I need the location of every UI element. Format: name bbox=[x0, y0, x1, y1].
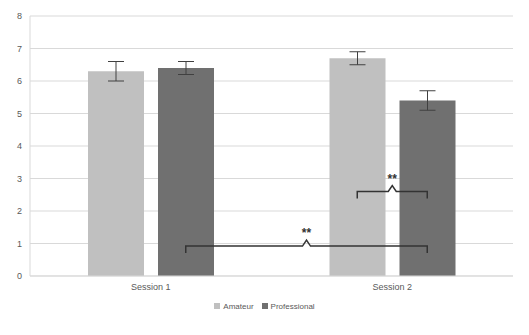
svg-text:3: 3 bbox=[17, 174, 22, 184]
svg-text:Session 1: Session 1 bbox=[131, 282, 171, 292]
svg-text:Session 2: Session 2 bbox=[372, 282, 412, 292]
html-text:Professional: Professional bbox=[270, 301, 315, 311]
svg-text:6: 6 bbox=[17, 76, 22, 86]
svg-text:7: 7 bbox=[17, 44, 22, 54]
svg-text:4: 4 bbox=[17, 141, 22, 151]
svg-text:1: 1 bbox=[17, 239, 22, 249]
svg-text:2: 2 bbox=[17, 206, 22, 216]
svg-text:5: 5 bbox=[17, 109, 22, 119]
svg-text:**: ** bbox=[388, 172, 398, 186]
svg-text:**: ** bbox=[302, 226, 312, 240]
html-text:Amateur: Amateur bbox=[223, 301, 254, 311]
svg-text:0: 0 bbox=[17, 271, 22, 281]
svg-text:8: 8 bbox=[17, 11, 22, 21]
